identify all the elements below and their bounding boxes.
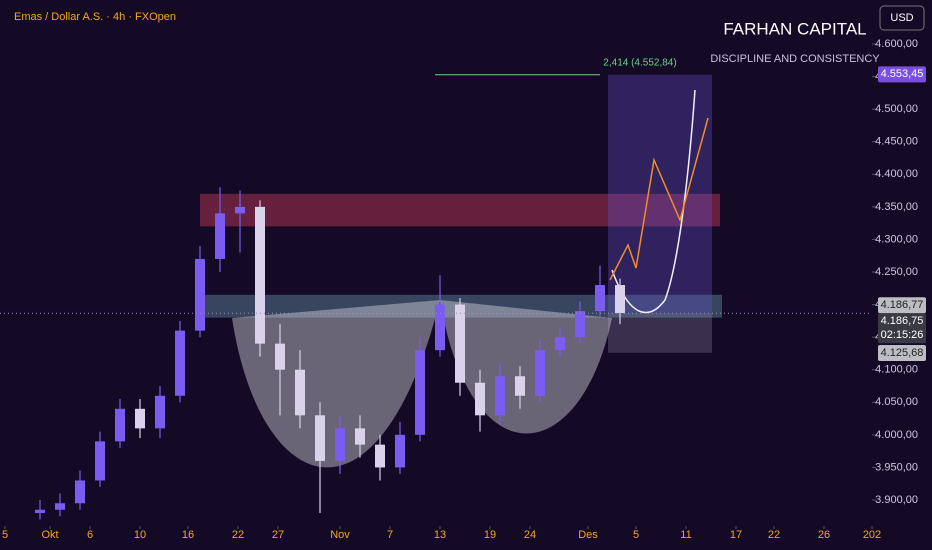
tagline: DISCIPLINE AND CONSISTENCY bbox=[710, 53, 880, 65]
price-label-box bbox=[878, 297, 926, 314]
x-tick-label: 19 bbox=[484, 529, 496, 541]
x-tick-label: 22 bbox=[768, 529, 780, 541]
zone bbox=[200, 193, 720, 227]
candle-body bbox=[115, 408, 125, 442]
y-tick-label: 4.100,00 bbox=[875, 364, 918, 376]
target-label: 2,414 (4.552,84) bbox=[603, 57, 676, 68]
candle-body bbox=[175, 330, 185, 396]
candle-body bbox=[135, 408, 145, 429]
candle-body bbox=[75, 480, 85, 504]
y-tick-label: 4.600,00 bbox=[875, 38, 918, 50]
x-tick-label: Des bbox=[578, 529, 598, 541]
x-tick-label: 27 bbox=[272, 529, 284, 541]
x-tick-label: 16 bbox=[182, 529, 194, 541]
candle-body bbox=[55, 503, 65, 510]
candle-body bbox=[495, 376, 505, 416]
price-label-box bbox=[878, 66, 926, 83]
candle-body bbox=[155, 395, 165, 429]
y-tick-label: 4.500,00 bbox=[875, 103, 918, 115]
price-label: 4.125,68 bbox=[881, 347, 924, 359]
candle-body bbox=[95, 441, 105, 481]
zone bbox=[608, 313, 712, 353]
y-tick-label: 4.400,00 bbox=[875, 168, 918, 180]
candle-body bbox=[435, 304, 445, 351]
y-tick-label: 4.250,00 bbox=[875, 266, 918, 278]
candle-body bbox=[535, 350, 545, 396]
candle-body bbox=[415, 350, 425, 435]
price-label-box bbox=[878, 313, 926, 344]
countdown: 02:15:26 bbox=[881, 329, 924, 341]
currency[interactable]: USD bbox=[890, 12, 913, 24]
candle-body bbox=[295, 369, 305, 416]
y-tick-label: 4.350,00 bbox=[875, 201, 918, 213]
candle-body bbox=[335, 428, 345, 461]
currency-button[interactable] bbox=[879, 5, 925, 31]
candle-body bbox=[595, 285, 605, 312]
y-tick-label: 3.900,00 bbox=[875, 494, 918, 506]
candle-body bbox=[215, 213, 225, 259]
candle-body bbox=[475, 382, 485, 416]
projection-curve bbox=[611, 89, 696, 314]
x-tick-label: 17 bbox=[730, 529, 742, 541]
candle-body bbox=[235, 206, 245, 214]
candle-body bbox=[555, 337, 565, 351]
x-tick-label: 13 bbox=[434, 529, 446, 541]
y-tick-label: 4.300,00 bbox=[875, 233, 918, 245]
brand: FARHAN CAPITAL bbox=[723, 19, 866, 38]
x-tick-label: 22 bbox=[232, 529, 244, 541]
candle-body bbox=[275, 343, 285, 370]
zone bbox=[608, 74, 712, 314]
x-tick-label: 7 bbox=[387, 529, 393, 541]
candle-body bbox=[35, 509, 45, 514]
candle-body bbox=[355, 428, 365, 445]
x-tick-label: 10 bbox=[134, 529, 146, 541]
candle-body bbox=[575, 311, 585, 338]
x-tick-label: 24 bbox=[524, 529, 536, 541]
x-tick-label: 26 bbox=[818, 529, 830, 541]
x-tick-label: Nov bbox=[330, 529, 350, 541]
y-tick-label: 4.000,00 bbox=[875, 429, 918, 441]
x-tick-label: 5 bbox=[2, 529, 8, 541]
candle-body bbox=[195, 258, 205, 331]
candle-body bbox=[255, 206, 265, 344]
x-tick-label: 5 bbox=[633, 529, 639, 541]
candle-body bbox=[515, 376, 525, 396]
candle-body bbox=[315, 415, 325, 461]
cup-shape bbox=[232, 300, 440, 468]
price-label: 4.186,75 bbox=[881, 315, 924, 327]
y-tick-label: 3.950,00 bbox=[875, 461, 918, 473]
candle-body bbox=[375, 444, 385, 468]
candle-body bbox=[395, 434, 405, 468]
price-label: 4.553,45 bbox=[881, 68, 924, 80]
y-tick-label: 4.050,00 bbox=[875, 396, 918, 408]
candle-body bbox=[455, 304, 465, 383]
price-label: 4.186,77 bbox=[881, 299, 924, 311]
x-tick-label: Okt bbox=[41, 529, 58, 541]
x-tick-label: 11 bbox=[680, 529, 691, 541]
y-tick-label: 4.450,00 bbox=[875, 136, 918, 148]
projection-zigzag bbox=[609, 117, 709, 281]
chart-title: Emas / Dollar A.S. · 4h · FXOpen bbox=[14, 11, 176, 23]
candle-body bbox=[615, 285, 625, 314]
price-label-box bbox=[878, 344, 926, 361]
x-tick-label: 202 bbox=[863, 529, 881, 541]
x-tick-label: 6 bbox=[87, 529, 93, 541]
cup-shape bbox=[440, 300, 612, 434]
